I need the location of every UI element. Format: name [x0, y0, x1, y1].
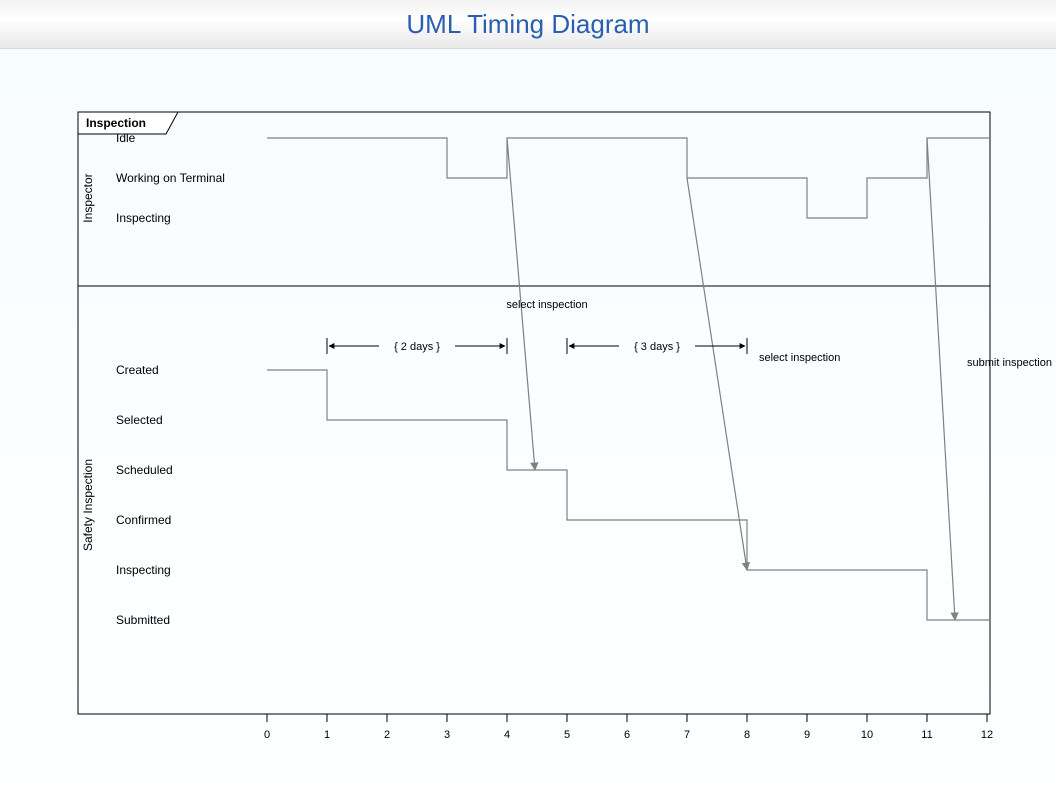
message-label: select inspection [759, 352, 840, 364]
axis-label: 8 [744, 729, 750, 741]
axis-label: 2 [384, 729, 390, 741]
axis-label: 4 [504, 729, 510, 741]
frame-border [78, 112, 990, 714]
axis-label: 5 [564, 729, 570, 741]
state-label: Created [116, 363, 159, 377]
message-arrow [687, 178, 747, 570]
lifeline-name-inspector: Inspector [81, 173, 95, 222]
state-label: Confirmed [116, 513, 171, 527]
frame-label: Inspection [86, 116, 146, 130]
message-label: select inspection [506, 299, 587, 311]
title-bar: UML Timing Diagram [0, 0, 1056, 49]
timeline-safety-inspection [267, 370, 990, 620]
state-label: Working on Terminal [116, 171, 225, 185]
axis-label: 7 [684, 729, 690, 741]
state-label: Submitted [116, 613, 170, 627]
axis-label: 10 [861, 729, 873, 741]
axis-label: 6 [624, 729, 630, 741]
axis-label: 0 [264, 729, 270, 741]
axis-label: 3 [444, 729, 450, 741]
axis-label: 11 [921, 729, 932, 741]
constraint-label: { 3 days } [634, 341, 680, 353]
state-label: Inspecting [116, 563, 171, 577]
axis-label: 1 [324, 729, 330, 741]
state-label: Scheduled [116, 463, 173, 477]
page-title: UML Timing Diagram [406, 9, 649, 39]
message-label: submit inspection [967, 357, 1052, 369]
state-label: Selected [116, 413, 163, 427]
lifeline-name-safety-inspection: Safety Inspection [81, 459, 95, 551]
timing-diagram: Inspection Inspector Safety Inspection Idle… [0, 48, 1056, 794]
message-arrow [927, 138, 955, 620]
state-label: Inspecting [116, 211, 171, 225]
axis-label: 12 [981, 729, 993, 741]
axis-label: 9 [804, 729, 810, 741]
timeline-inspector [267, 138, 990, 218]
state-label: Idle [116, 131, 136, 145]
constraint-label: { 2 days } [394, 341, 440, 353]
